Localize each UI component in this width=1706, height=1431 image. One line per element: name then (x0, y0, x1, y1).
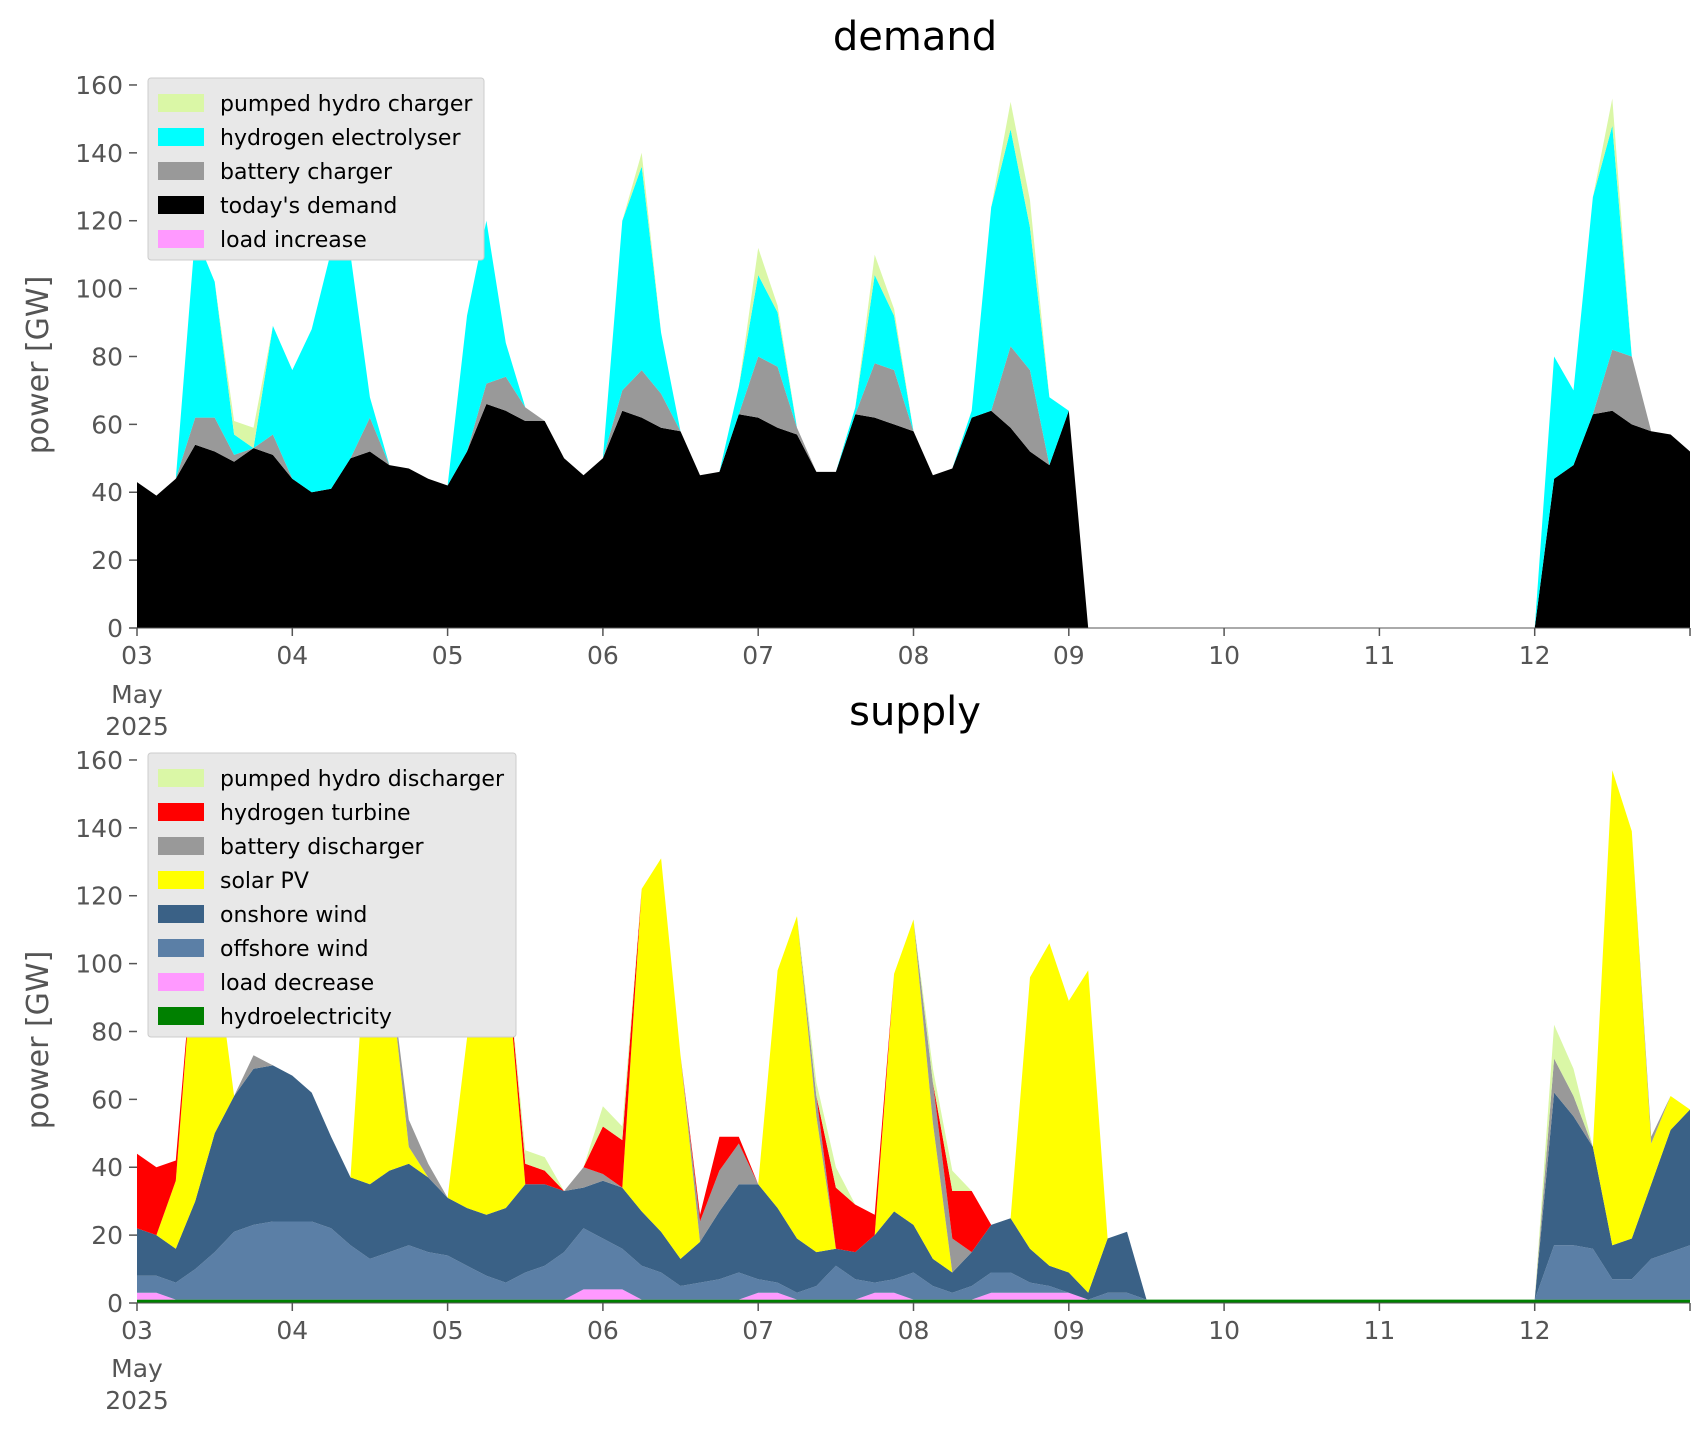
x-tick-label: 06 (587, 1316, 619, 1345)
legend: pumped hydro discharger hydrogen turbine b… (147, 752, 517, 1038)
y-tick-label: 160 (75, 71, 123, 100)
legend-swatch (158, 905, 204, 923)
legend-label: today's demand (220, 194, 397, 219)
area-solar-pv (137, 770, 1690, 1300)
y-tick-label: 140 (75, 139, 123, 168)
y-tick-label: 60 (91, 410, 123, 439)
area-offshore-wind (137, 1221, 1690, 1300)
x-tick-label: 07 (742, 641, 774, 670)
y-axis: 0 20 40 60 80 100 120 140 160 (75, 71, 137, 643)
legend-swatch (158, 803, 204, 821)
x-origin-month-label: May (111, 1354, 163, 1383)
x-tick-label: 12 (1519, 641, 1551, 670)
x-origin-month-label: May (111, 680, 163, 709)
legend-label: hydroelectricity (220, 1005, 392, 1030)
supply-chart: supply power [GW] 020406080100120140160 … (21, 689, 1691, 1415)
area-series-group (137, 98, 1690, 628)
x-tick-label: 08 (898, 641, 930, 670)
legend-swatch (158, 162, 204, 180)
legend-label: battery charger (220, 160, 393, 185)
y-tick-label: 80 (91, 1017, 123, 1046)
legend-box (147, 77, 485, 261)
legend-box (147, 752, 517, 1038)
x-axis: 03 04 05 06 07 08 09 10 11 12 (121, 1302, 1691, 1345)
y-tick-label: 60 (91, 1085, 123, 1114)
y-tick-label: 0 (107, 614, 123, 643)
legend-label: pumped hydro charger (220, 92, 473, 117)
area-onshore-wind (137, 1065, 1690, 1300)
legend-swatch (158, 196, 204, 214)
y-tick-label: 120 (75, 882, 123, 911)
area-battery-charger (137, 346, 1690, 628)
y-tick-label: 20 (91, 1221, 123, 1250)
legend-label: offshore wind (220, 937, 369, 962)
legend-swatch (158, 939, 204, 957)
area-hydroelectricity (137, 1299, 1690, 1303)
legend-swatch (158, 871, 204, 889)
chart-title: supply (849, 689, 981, 735)
y-tick-label: 160 (75, 746, 123, 775)
x-origin-year-label: 2025 (105, 1386, 169, 1415)
y-tick-label: 40 (91, 1153, 123, 1182)
x-tick-label: 07 (742, 1316, 774, 1345)
legend-swatch (158, 1007, 204, 1025)
demand-chart: demand power [GW] 020406080100120140160 … (21, 14, 1691, 741)
y-tick-label: 140 (75, 814, 123, 843)
legend-label: load increase (220, 228, 367, 253)
legend-swatch (158, 837, 204, 855)
x-tick-label: 09 (1053, 641, 1085, 670)
y-tick-label: 100 (75, 275, 123, 304)
area-series-group (137, 770, 1690, 1303)
legend: pumped hydro charger hydrogen electrolyse… (147, 77, 485, 261)
x-tick-label: 05 (432, 641, 464, 670)
legend-label: solar PV (220, 869, 309, 894)
y-tick-label: 100 (75, 950, 123, 979)
x-tick-label: 08 (898, 1316, 930, 1345)
x-tick-label: 10 (1208, 641, 1240, 670)
y-axis: 0 20 40 60 80 100 120 140 160 (75, 746, 137, 1318)
x-tick-label: 10 (1208, 1316, 1240, 1345)
y-axis-label: power [GW] (21, 276, 56, 455)
legend-label: onshore wind (220, 903, 367, 928)
x-tick-label: 11 (1363, 1316, 1395, 1345)
legend-swatch (158, 128, 204, 146)
legend-label: pumped hydro discharger (220, 767, 505, 792)
legend-label: load decrease (220, 971, 374, 996)
y-tick-label: 20 (91, 546, 123, 575)
x-tick-label: 06 (587, 641, 619, 670)
x-origin-year-label: 2025 (105, 712, 169, 741)
y-axis-label: power [GW] (21, 951, 56, 1130)
x-axis: 03 04 05 06 07 08 09 10 11 12 (121, 627, 1691, 670)
chart-title: demand (833, 14, 997, 60)
x-tick-label: 04 (276, 1316, 308, 1345)
x-tick-label: 05 (432, 1316, 464, 1345)
x-tick-label: 03 (121, 641, 153, 670)
legend-swatch (158, 973, 204, 991)
x-tick-label: 11 (1363, 641, 1395, 670)
y-tick-label: 120 (75, 207, 123, 236)
y-tick-label: 0 (107, 1289, 123, 1318)
legend-swatch (158, 769, 204, 787)
area-today-s-demand (137, 404, 1690, 628)
legend-swatch (158, 230, 204, 248)
legend-label: hydrogen electrolyser (220, 126, 461, 151)
x-tick-label: 03 (121, 1316, 153, 1345)
area-hydrogen-turbine (137, 770, 1690, 1300)
y-tick-label: 40 (91, 478, 123, 507)
legend-label: hydrogen turbine (220, 801, 411, 826)
x-tick-label: 09 (1053, 1316, 1085, 1345)
legend-swatch (158, 94, 204, 112)
y-tick-label: 80 (91, 342, 123, 371)
x-tick-label: 12 (1519, 1316, 1551, 1345)
legend-label: battery discharger (220, 835, 425, 860)
x-tick-label: 04 (276, 641, 308, 670)
